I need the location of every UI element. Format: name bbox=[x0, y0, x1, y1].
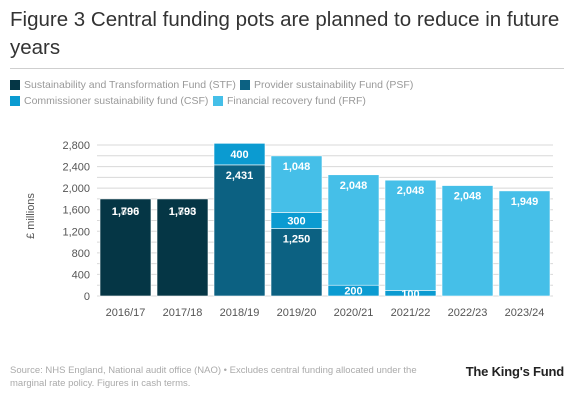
data-label: 2,048 bbox=[454, 191, 482, 203]
y-tick-label: 0 bbox=[84, 291, 90, 303]
data-label: 1,800 bbox=[169, 206, 197, 218]
y-tick-label: 400 bbox=[72, 269, 90, 281]
y-tick-label: 2,800 bbox=[62, 140, 90, 152]
x-tick-label: 2022/23 bbox=[448, 307, 488, 319]
data-label: 0 bbox=[521, 295, 527, 307]
y-tick-label: 1,600 bbox=[62, 205, 90, 217]
legend-swatch-psf bbox=[240, 80, 250, 90]
data-label: 2,048 bbox=[397, 185, 425, 197]
bar-segment bbox=[441, 185, 494, 297]
legend-label-psf: Provider sustainability Fund (PSF) bbox=[254, 79, 414, 91]
y-tick-label: 2,400 bbox=[62, 162, 90, 174]
y-tick-label: 2,000 bbox=[62, 183, 90, 195]
y-axis-ticks: 0 400 800 1,200 1,600 2,000 2,400 2,800 bbox=[62, 140, 90, 303]
kings-fund-logo: The King's Fund bbox=[465, 364, 565, 379]
data-label: 0 bbox=[464, 295, 470, 307]
legend-label-frf: Financial recovery fund (FRF) bbox=[227, 95, 366, 107]
data-label: 0 bbox=[350, 295, 356, 307]
y-tick-label: 800 bbox=[72, 248, 90, 260]
y-tick-label: 1,200 bbox=[62, 226, 90, 238]
x-tick-label: 2017/18 bbox=[163, 307, 203, 319]
bar-segment bbox=[99, 198, 152, 297]
x-tick-label: 2021/22 bbox=[391, 307, 431, 319]
x-tick-label: 2023/24 bbox=[505, 307, 545, 319]
x-axis-ticks: 2016/17 2017/18 2018/19 2019/20 2020/21 2021/… bbox=[106, 307, 545, 319]
y-axis-label: £ millions bbox=[25, 193, 37, 239]
data-label: 0 bbox=[407, 295, 413, 307]
bar-segment bbox=[270, 155, 323, 213]
data-label: 200 bbox=[344, 286, 362, 298]
data-label: 1,793 bbox=[169, 206, 197, 218]
x-tick-label: 2020/21 bbox=[334, 307, 374, 319]
data-label: 2,431 bbox=[226, 170, 254, 182]
legend-item-csf: Commissioner sustainability fund (CSF) bbox=[10, 95, 208, 107]
data-label: 1,796 bbox=[112, 206, 140, 218]
source-note: Source: NHS England, National audit offi… bbox=[10, 365, 417, 389]
data-label: 400 bbox=[230, 149, 248, 161]
data-label: 1,250 bbox=[283, 234, 311, 246]
legend-swatch-csf bbox=[10, 96, 20, 106]
x-tick-label: 2019/20 bbox=[277, 307, 317, 319]
legend-label-csf: Commissioner sustainability fund (CSF) bbox=[24, 95, 209, 107]
title-divider bbox=[10, 68, 564, 69]
data-label: 1,048 bbox=[283, 161, 311, 173]
bar-segment bbox=[384, 179, 437, 291]
chart-title: Figure 3 Central funding pots are planne… bbox=[10, 8, 560, 59]
bar-segment bbox=[156, 198, 209, 297]
x-tick-label: 2016/17 bbox=[106, 307, 146, 319]
bar-segment bbox=[327, 174, 380, 286]
bar-segment bbox=[213, 143, 266, 166]
bar-segment bbox=[213, 164, 266, 297]
data-label: 1,949 bbox=[511, 196, 539, 208]
bar-segment bbox=[498, 190, 551, 297]
legend-item-psf: Provider sustainability Fund (PSF) bbox=[240, 79, 413, 91]
data-label: 300 bbox=[287, 216, 305, 228]
legend-label-stf: Sustainability and Transformation Fund (… bbox=[24, 79, 236, 91]
x-tick-label: 2018/19 bbox=[220, 307, 260, 319]
data-label: 1,800 bbox=[112, 206, 140, 218]
legend-swatch-frf bbox=[213, 96, 223, 106]
data-label: 100 bbox=[401, 288, 419, 300]
legend-item-frf: Financial recovery fund (FRF) bbox=[213, 95, 366, 107]
legend-swatch-stf bbox=[10, 80, 20, 90]
data-label: 2,048 bbox=[340, 180, 368, 192]
bars bbox=[99, 143, 551, 297]
bar-segment bbox=[270, 228, 323, 297]
legend-item-stf: Sustainability and Transformation Fund (… bbox=[10, 79, 236, 91]
